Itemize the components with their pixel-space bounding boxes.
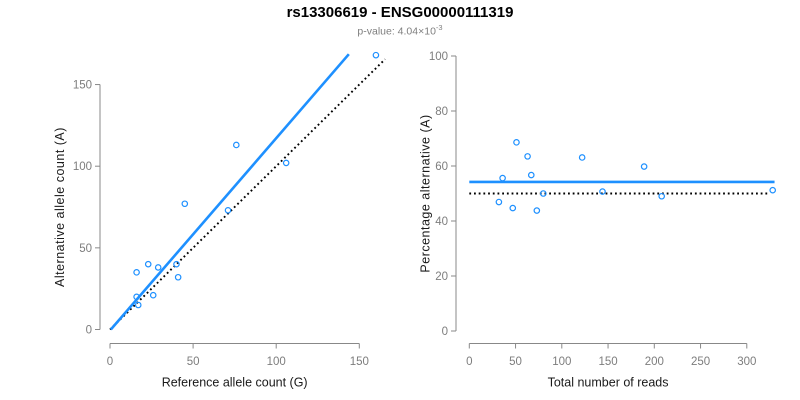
percentage-reads-plot-data-point <box>599 188 606 195</box>
allele-counts-plot-data-point <box>181 200 189 208</box>
allele-counts-plot-y-tick-label: 0 <box>86 325 92 337</box>
percentage-reads-plot-y-tick-label: 40 <box>435 216 448 228</box>
percentage-reads-plot-data-point <box>495 198 503 206</box>
percentage-reads-plot-y-tick-label: 60 <box>435 161 448 173</box>
allele-counts-plot-y-tick-label: 100 <box>73 161 92 173</box>
allele-counts-plot-x-tick-label: 150 <box>350 356 369 368</box>
allele-counts-plot-x-tick-label: 100 <box>267 356 286 368</box>
identity-line <box>109 58 386 331</box>
percentage-reads-plot-data-point <box>527 171 535 179</box>
percentage-reads-plot-y-tick-label: 20 <box>435 271 448 283</box>
percentage-reads-plot-data-point <box>640 163 648 170</box>
percentage-reads-plot-data-point <box>658 192 666 200</box>
plot-header: rs13306619 - ENSG00000111319 p-value: 4.… <box>0 5 800 38</box>
allele-counts-plot-x-axis-title: Reference allele count (G) <box>162 376 308 390</box>
allele-counts-plot-data-point <box>233 141 240 149</box>
percentage-reads-plot-data-point <box>578 154 586 161</box>
allele-counts-plot-x-tick-label: 0 <box>107 356 113 368</box>
percentage-reads-plot-y-tick-label: 0 <box>442 326 448 338</box>
allele-counts-plot-data-point <box>133 269 140 276</box>
percentage-reads-plot-data-point <box>513 139 520 146</box>
allele-counts-plot-data-point <box>173 260 180 268</box>
percentage-reads-plot-data-point <box>769 186 777 194</box>
allele-counts-plot-x-tick-label: 50 <box>187 356 200 368</box>
percentage-reads-plot-x-tick-label: 50 <box>509 356 522 368</box>
percentage-reads-plot-x-tick-label: 150 <box>598 356 617 368</box>
percentage-reads-plot-x-tick-label: 100 <box>552 356 571 368</box>
percentage-reads-plot-data-point <box>499 174 506 182</box>
percentage-reads-plot-data-point <box>533 207 541 214</box>
allele-counts-plot-data-point <box>372 51 380 59</box>
percentage-reads-plot-y-axis-title: Percentage alternative (A) <box>419 114 433 272</box>
percentage-reads-plot-x-axis-title: Total number of reads <box>548 376 669 390</box>
allele-counts-plot-y-tick-label: 150 <box>73 80 92 92</box>
allele-counts-plot-data-point <box>134 301 142 309</box>
percentage-reads-plot-data-point <box>509 204 517 212</box>
allele-counts-plot-data-point <box>282 159 290 167</box>
percentage-reads-plot-x-tick-label: 300 <box>737 356 756 368</box>
pvalue-text: p-value: 4.04×10 <box>357 25 436 38</box>
percentage-reads-plot-y-tick-label: 80 <box>435 106 448 118</box>
subtitle-pvalue: p-value: 4.04×10-3 <box>0 22 800 38</box>
allele-counts-plot-data-point <box>224 206 232 214</box>
allele-counts-plot-data-point <box>133 293 140 301</box>
allele-counts-plot-y-tick-label: 50 <box>79 243 92 255</box>
pvalue-exponent: -3 <box>435 23 443 32</box>
percentage-reads-plot-data-point <box>539 190 547 197</box>
allele-counts-plot-data-point <box>149 291 157 299</box>
percentage-reads-plot-x-tick-label: 0 <box>466 356 472 368</box>
percentage-reads-plot-y-tick-label: 100 <box>429 51 448 63</box>
percentage-reads-plot-data-point <box>524 153 531 160</box>
allele-counts-plot-data-point <box>154 264 162 271</box>
percentage-reads-plot-x-tick-label: 250 <box>691 356 710 368</box>
percentage-reads-plot-x-tick-label: 200 <box>645 356 664 368</box>
allele-counts-plot-data-point <box>144 260 152 268</box>
allele-counts-plot-y-axis-title: Alternative allele count (A) <box>53 127 67 287</box>
fit-line <box>109 53 350 331</box>
page-title: rs13306619 - ENSG00000111319 <box>286 4 514 21</box>
allele-counts-plot-data-point <box>174 273 182 281</box>
